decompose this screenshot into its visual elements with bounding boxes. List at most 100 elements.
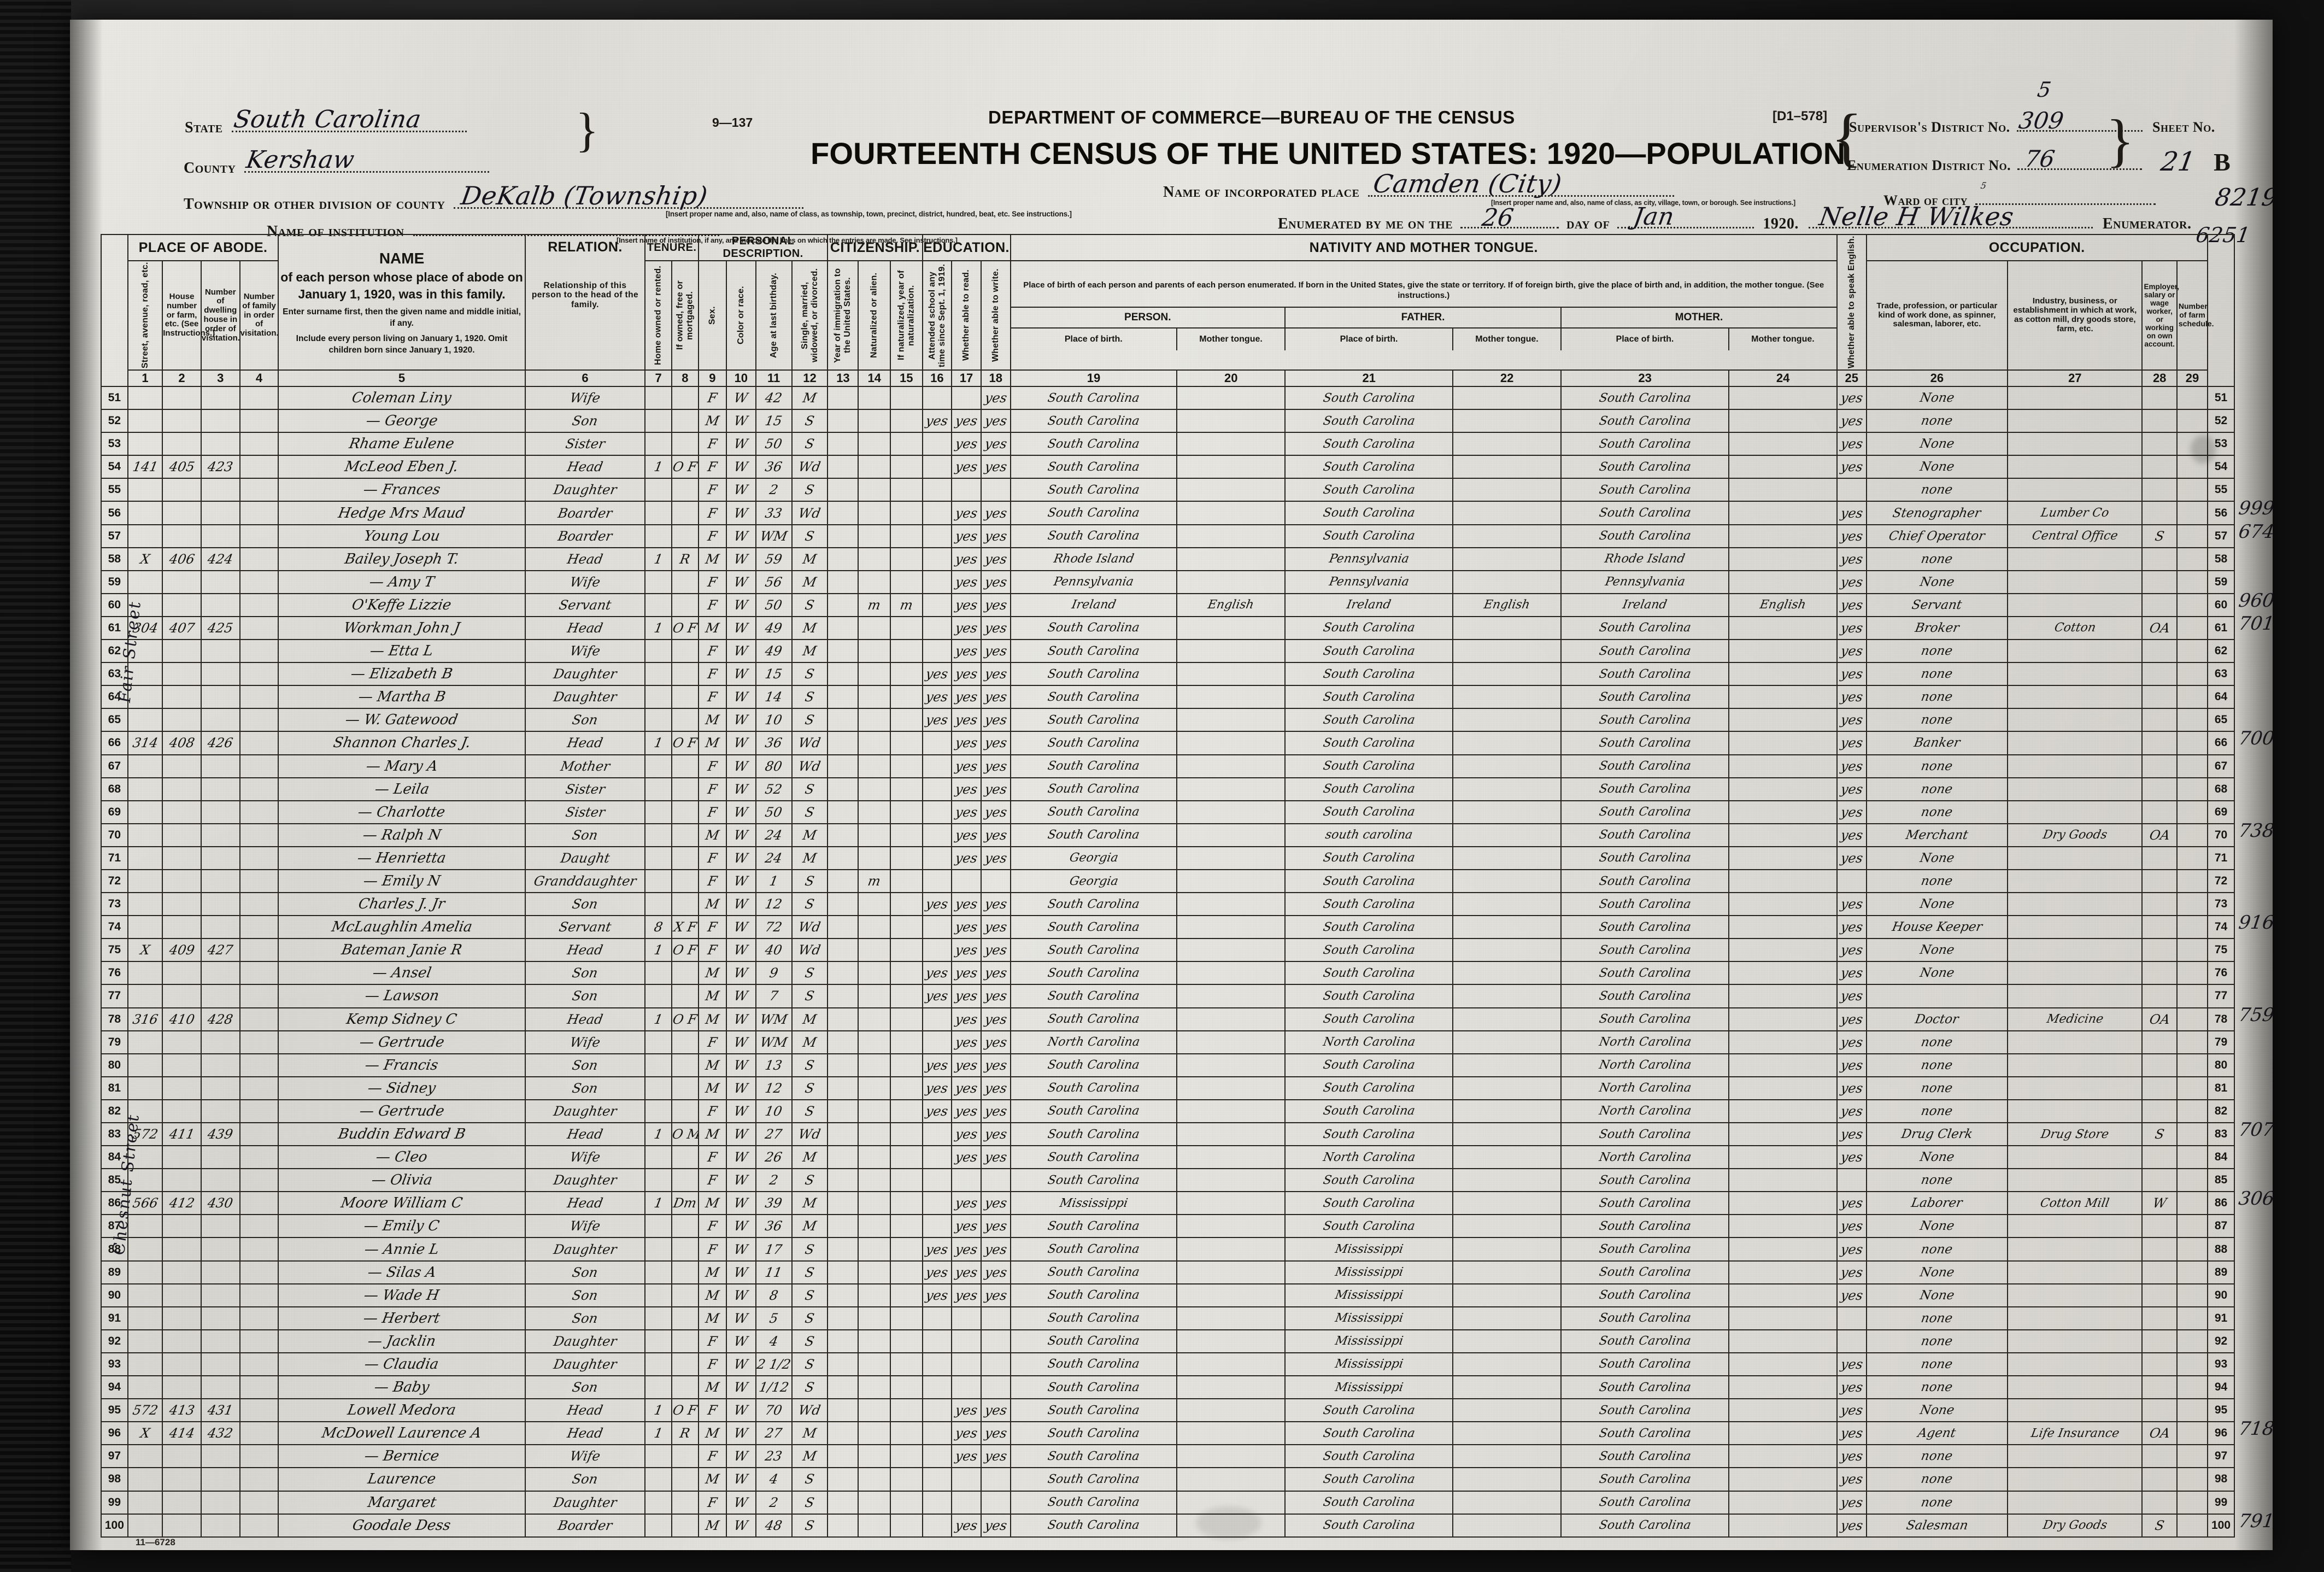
cell-mmtongue <box>1728 1168 1838 1193</box>
cell-fbirth: South Carolina <box>1284 892 1454 917</box>
table-row[interactable]: 95 572 413 431 Lowell Medora Head 1 O F F W 70 Wd ye… <box>101 1398 2235 1423</box>
cell-farm <box>2176 685 2209 709</box>
cell-street <box>127 708 163 732</box>
col-12-marital: Single, married, widowed, or divorced. <box>791 261 828 370</box>
cell-tenure2 <box>671 432 699 456</box>
cell-relation: Sister <box>524 777 646 801</box>
cell-age: 24 <box>755 846 793 870</box>
cell-house <box>162 501 202 525</box>
cell-mtongue <box>1176 1145 1286 1170</box>
cell-industry <box>2007 869 2143 894</box>
table-row[interactable]: 74 McLaughlin Amelia Servant 8 X F F W 72 Wd yes y… <box>101 915 2235 940</box>
table-row[interactable]: 55— Frances Daughter F W 2 S South Carolina Sou… <box>101 478 2235 502</box>
cell-occupation <box>1865 984 2009 1008</box>
table-row[interactable]: 85— Olivia Daughter F W 2 S South Carolina Sout… <box>101 1168 2235 1193</box>
cell-race: W <box>725 731 756 755</box>
cell-street <box>127 1513 163 1538</box>
cell-natyr <box>890 1122 923 1147</box>
table-row[interactable]: 83 572 411 439 Buddin Edward B Head 1 O M M W 27 Wd… <box>101 1122 2235 1147</box>
cell-dwell <box>200 639 240 664</box>
cell-house <box>162 593 202 617</box>
cell-relation: Son <box>524 1375 646 1400</box>
ed-value: 76 <box>2023 145 2057 172</box>
cell-imm <box>827 915 859 940</box>
cell-house <box>162 1375 202 1400</box>
cell-relation: Son <box>524 708 646 732</box>
cell-industry <box>2007 432 2143 456</box>
cell-nat <box>858 1237 891 1262</box>
cell-tenure <box>644 1306 672 1330</box>
cell-house: 410 <box>162 1007 202 1031</box>
table-row[interactable]: 67— Mary A Mother F W 80 Wd yes yes South Caroli… <box>101 754 2235 778</box>
colnum-6: 6 <box>524 369 646 387</box>
cell-marital: S <box>791 892 829 917</box>
cell-fmtongue <box>1452 1352 1562 1377</box>
table-row[interactable]: 91— Herbert Son M W 5 S South Carolina Mississi… <box>101 1306 2235 1330</box>
table-row[interactable]: 54 141 405 423 McLeod Eben J. Head 1 O F F W 36 Wd y… <box>101 455 2235 479</box>
cell-mmtongue <box>1728 1513 1838 1538</box>
table-row[interactable]: 92— Jacklin Daughter F W 4 S South Carolina Mis… <box>101 1329 2235 1353</box>
table-row[interactable]: 94— Baby Son M W 1/12 S South Carolina Mississi… <box>101 1375 2235 1400</box>
cell-employer <box>2141 708 2178 732</box>
cell-sex: F <box>697 432 727 456</box>
cell-sex: F <box>697 1099 727 1124</box>
cell-mbirth: South Carolina <box>1560 1329 1730 1353</box>
cell-sex: F <box>697 1444 727 1469</box>
row-line-number-left: 78 <box>101 1007 128 1031</box>
cell-mmtongue <box>1728 1053 1838 1077</box>
row-line-number-left: 100 <box>101 1513 128 1538</box>
cell-imm <box>827 1421 859 1446</box>
cell-occupation: None <box>1865 1398 2009 1423</box>
cell-mtongue <box>1176 823 1286 847</box>
table-row[interactable]: 75 X 409 427 Bateman Janie R Head 1 O F F W 40 Wd ye… <box>101 938 2235 963</box>
table-row[interactable]: 56 Hedge Mrs Maud Boarder F W 33 Wd yes yes South… <box>101 501 2235 525</box>
table-row[interactable]: 99 Margaret Daughter F W 2 S South Carolina Sout… <box>101 1490 2235 1515</box>
table-row[interactable]: 98 Laurence Son M W 4 S South Carolina South Car… <box>101 1467 2235 1492</box>
cell-house: 406 <box>162 547 202 571</box>
cell-write: yes <box>980 1007 1011 1031</box>
table-row[interactable]: 93— Claudia Daughter F W 2 1/2 S South Carolin… <box>101 1352 2235 1377</box>
cell-sex: F <box>697 869 727 894</box>
row-line-number-right: 56 <box>2207 501 2235 525</box>
cell-mmtongue <box>1728 1329 1838 1353</box>
cell-tenure2 <box>671 1076 699 1100</box>
cell-fmtongue <box>1452 1513 1562 1538</box>
cell-nat <box>858 1030 891 1054</box>
